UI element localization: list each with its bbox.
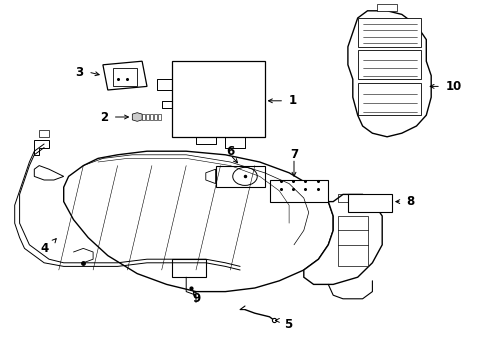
Polygon shape: [216, 166, 265, 187]
Polygon shape: [64, 151, 333, 292]
Polygon shape: [34, 140, 49, 155]
Text: 9: 9: [192, 292, 200, 305]
Bar: [142, 114, 145, 120]
Bar: [146, 114, 149, 120]
Bar: [377, 4, 397, 11]
Polygon shape: [348, 194, 392, 212]
Bar: [358, 50, 421, 79]
Polygon shape: [132, 113, 142, 121]
Bar: [154, 114, 157, 120]
Polygon shape: [113, 68, 137, 86]
Polygon shape: [172, 259, 206, 277]
Bar: [358, 83, 421, 115]
Polygon shape: [172, 61, 265, 137]
Polygon shape: [206, 169, 216, 184]
Text: 3: 3: [75, 66, 83, 78]
Text: 8: 8: [407, 195, 415, 208]
Polygon shape: [34, 166, 64, 180]
Text: 5: 5: [284, 318, 293, 330]
Bar: [158, 114, 161, 120]
Polygon shape: [304, 194, 382, 284]
Circle shape: [233, 167, 257, 185]
Text: 7: 7: [290, 148, 298, 161]
Text: 4: 4: [41, 242, 49, 255]
Bar: [150, 114, 153, 120]
Polygon shape: [103, 61, 147, 90]
Polygon shape: [270, 180, 328, 202]
Text: 2: 2: [99, 111, 108, 123]
Bar: [338, 216, 368, 266]
Text: 6: 6: [226, 145, 234, 158]
Text: 10: 10: [446, 80, 462, 93]
Text: 1: 1: [289, 94, 297, 107]
Bar: [358, 18, 421, 47]
Polygon shape: [39, 130, 49, 137]
Polygon shape: [348, 11, 431, 137]
